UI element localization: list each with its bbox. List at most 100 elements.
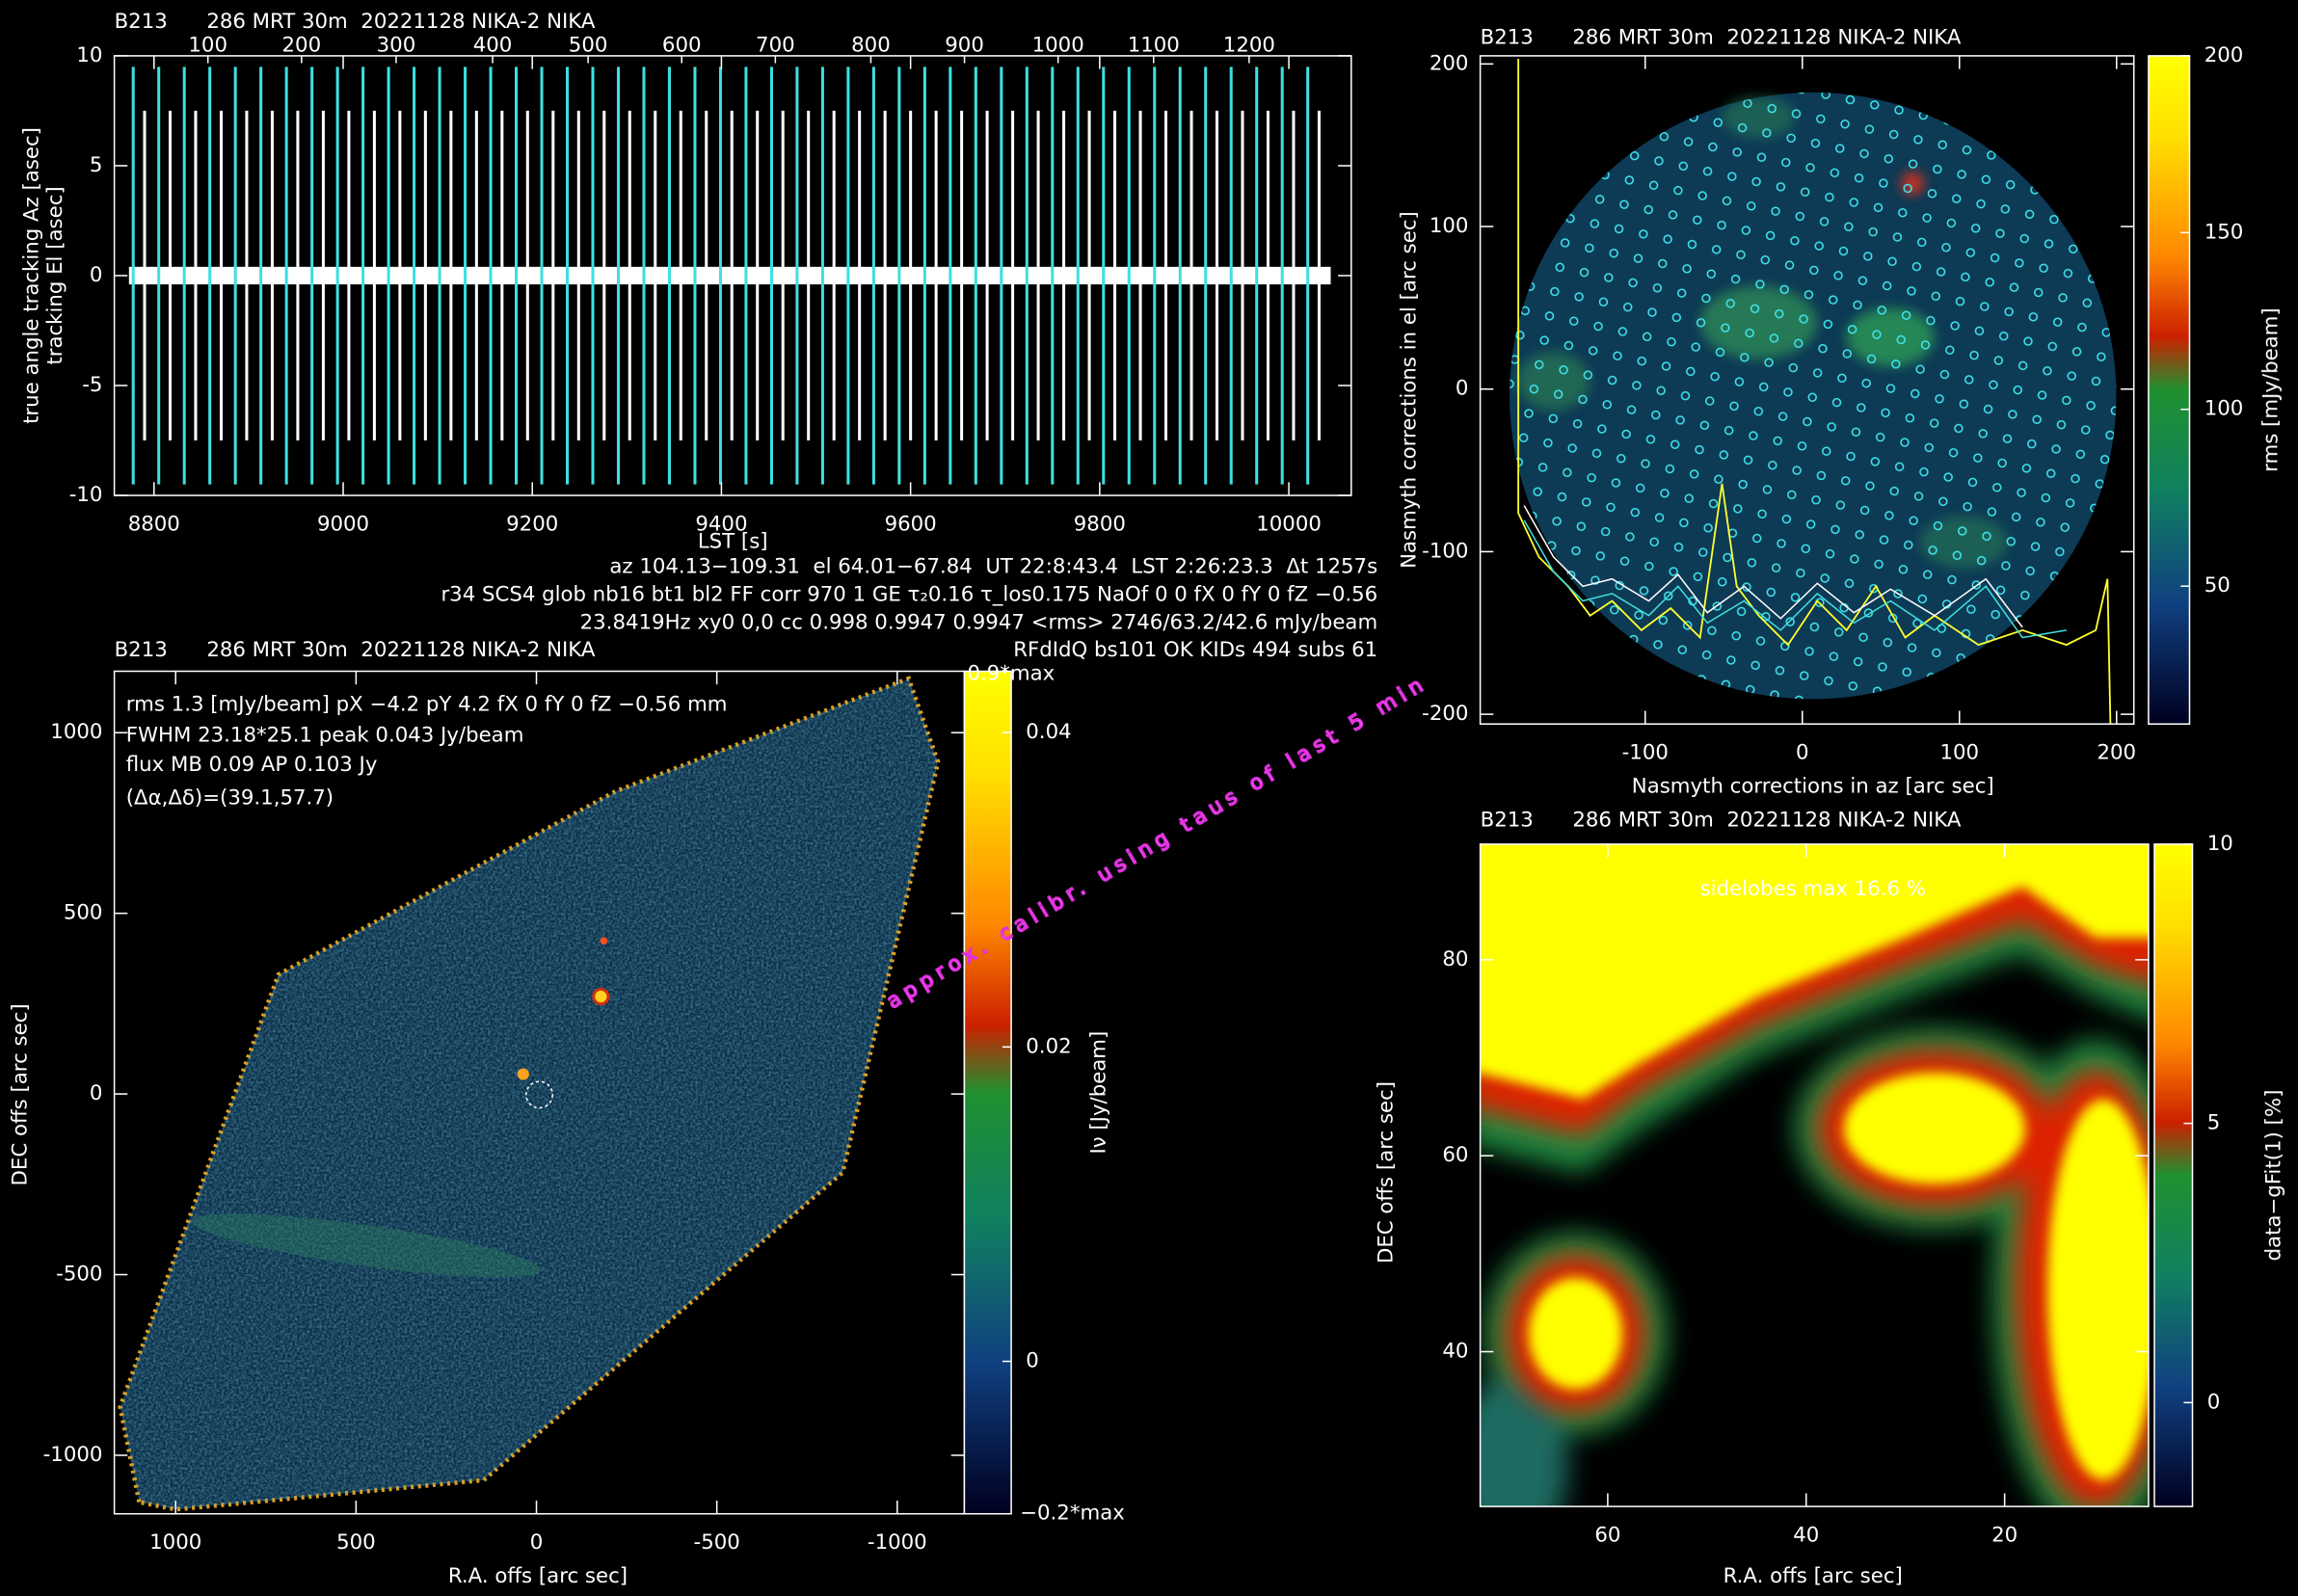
colorbar	[963, 670, 1012, 1515]
y-axis-label: tracking El [asec]	[43, 186, 67, 364]
map-annotation: flux MB 0.09 AP 0.103 Jy	[126, 753, 378, 777]
y-tick-label: -100	[1422, 539, 1468, 563]
top-tick-label: 1000	[1032, 33, 1084, 57]
source	[600, 937, 608, 945]
plot-frame	[1479, 843, 2150, 1507]
y-tick-label: 100	[1430, 214, 1469, 238]
x-tick-label: 1000	[149, 1530, 201, 1555]
x-tick-label: 20	[1991, 1524, 2017, 1548]
top-tick-label: 800	[851, 33, 891, 57]
x-tick-label: 100	[1939, 741, 1979, 765]
panel-title: B213 286 MRT 30m 20221128 NIKA-2 NIKA	[115, 10, 596, 34]
y-tick-label: -5	[82, 373, 102, 397]
beam-marker	[525, 1080, 553, 1109]
y-tick-label: 40	[1442, 1339, 1468, 1363]
source	[517, 1068, 529, 1080]
x-axis-label: R.A. offs [arc sec]	[448, 1564, 628, 1588]
y-tick-label: -200	[1422, 702, 1468, 726]
x-tick-label: -100	[1622, 741, 1669, 765]
y-tick-label: 10	[76, 43, 102, 67]
residual-map	[1480, 843, 2149, 1507]
residual-yellow	[1480, 843, 2149, 1480]
info-line: az 104.13−109.31 el 64.01−67.84 UT 22:8:…	[609, 555, 1377, 579]
kid-markers	[1510, 92, 2117, 700]
colorbar	[2153, 843, 2194, 1507]
top-tick-label: 400	[473, 33, 513, 57]
colorbar-tick-label: 10	[2207, 832, 2233, 856]
colorbar-label: Iν [Jy/beam]	[1086, 1031, 1110, 1155]
x-tick-label: 9400	[695, 512, 747, 536]
panel-title: B213 286 MRT 30m 20221128 NIKA-2 NIKA	[115, 638, 596, 662]
colorbar-label: data−gFit(1) [%]	[2262, 1090, 2286, 1262]
colorbar-tick-label: 0.02	[1026, 1034, 1071, 1058]
y-tick-label: 1000	[50, 720, 102, 744]
y-tick-label: -500	[56, 1263, 102, 1287]
histogram-line	[1523, 519, 2067, 639]
x-tick-label: 9200	[506, 512, 558, 536]
info-line: r34 SCS4 glob nb16 bt1 bl2 FF corr 970 1…	[441, 582, 1377, 606]
x-tick-label: 9600	[885, 512, 937, 536]
colorbar-label: rms [mJy/beam]	[2259, 307, 2284, 472]
x-tick-label: 10000	[1256, 512, 1322, 536]
top-tick-label: 1200	[1223, 33, 1275, 57]
plot-frame	[1479, 55, 2135, 725]
top-tick-label: 600	[662, 33, 702, 57]
x-axis-label: R.A. offs [arc sec]	[1724, 1564, 1903, 1588]
y-tick-label: 80	[1442, 947, 1468, 971]
y-axis-label: DEC offs [arc sec]	[8, 1003, 32, 1185]
panel-title: B213 286 MRT 30m 20221128 NIKA-2 NIKA	[1481, 26, 1962, 50]
top-tick-label: 700	[756, 33, 795, 57]
top-tick-label: 200	[282, 33, 322, 57]
map-annotation: FWHM 23.18*25.1 peak 0.043 Jy/beam	[126, 723, 524, 747]
colorbar	[2148, 55, 2191, 725]
y-tick-label: 0	[90, 263, 103, 287]
top-tick-label: 100	[188, 33, 227, 57]
top-tick-label: 300	[377, 33, 416, 57]
x-tick-label: 200	[2097, 741, 2136, 765]
map-annotation: (Δα,Δδ)=(39.1,57.7)	[126, 786, 334, 811]
map-annotation: rms 1.3 [mJy/beam] pX −4.2 pY 4.2 fX 0 f…	[126, 692, 728, 716]
colorbar-tick-label: 0	[2207, 1390, 2221, 1414]
histogram-line	[1517, 58, 2112, 725]
x-tick-label: 0	[1796, 741, 1809, 765]
noise-band	[128, 266, 1331, 285]
histogram-line	[1523, 505, 2023, 628]
y-tick-label: 0	[1456, 377, 1469, 401]
colorbar-tick-label: 0	[1026, 1349, 1039, 1373]
top-tick-label: 900	[945, 33, 984, 57]
x-tick-label: 40	[1793, 1524, 1819, 1548]
rms-map	[1510, 58, 2117, 725]
y-tick-label: 5	[90, 153, 103, 177]
colorbar-tick-label: 5	[2207, 1111, 2221, 1135]
x-tick-label: -500	[694, 1530, 740, 1555]
x-tick-label: 8800	[128, 512, 180, 536]
x-tick-label: -1000	[868, 1530, 927, 1555]
colorbar-top-label: 0.9*max	[967, 662, 1055, 686]
y-axis-label-az: true angle tracking Az [asec]	[19, 127, 43, 424]
colorbar-tick-label: 0.04	[1026, 720, 1071, 744]
flux-map	[118, 676, 941, 1512]
panel-title: B213 286 MRT 30m 20221128 NIKA-2 NIKA	[1481, 809, 1962, 833]
x-tick-label: 9000	[317, 512, 369, 536]
x-tick-label: 0	[530, 1530, 544, 1555]
info-line: 23.8419Hz xy0 0,0 cc 0.998 0.9947 0.9947…	[580, 610, 1378, 634]
y-tick-label: 60	[1442, 1143, 1468, 1167]
y-tick-label: -10	[69, 483, 103, 507]
info-line: RFdIdQ bs101 OK KIDs 494 subs 61	[1013, 638, 1377, 662]
y-tick-label: 0	[90, 1081, 103, 1105]
y-axis-label: DEC offs [arc sec]	[1374, 1081, 1398, 1264]
map-noise	[120, 678, 939, 1510]
x-tick-label: 500	[336, 1530, 376, 1555]
filament	[192, 1213, 541, 1278]
top-tick-label: 1100	[1128, 33, 1180, 57]
map-annotation: sidelobes max 16.6 %	[1700, 877, 1926, 901]
x-axis-label: LST [s]	[698, 530, 768, 554]
colorbar-tick-label: 100	[2204, 397, 2244, 421]
colorbar-tick-label: 50	[2204, 573, 2231, 598]
y-tick-label: 200	[1430, 51, 1469, 75]
y-tick-label: 500	[64, 901, 103, 925]
colorbar-bottom-label: −0.2*max	[1020, 1502, 1125, 1526]
source	[592, 987, 610, 1006]
y-axis-label: Nasmyth corrections in el [arc sec]	[1398, 211, 1422, 569]
colorbar-tick-label: 150	[2204, 220, 2244, 244]
